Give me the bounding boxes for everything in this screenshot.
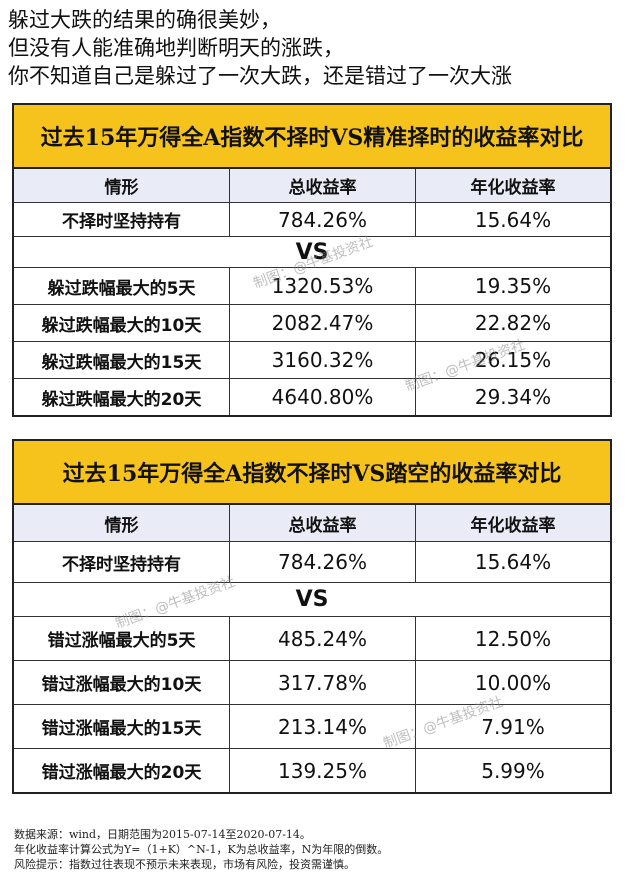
scenario-cell: 躲过跌幅最大的5天: [14, 268, 230, 304]
scenario-cell: 错过涨幅最大的5天: [14, 617, 230, 660]
vs-label: VS: [295, 587, 329, 612]
scenario-cell: 不择时坚持持有: [14, 542, 230, 582]
total-return-cell: 213.14%: [230, 705, 416, 748]
annual-return-cell: 15.64%: [474, 550, 552, 574]
table-header-row: 情形 总收益率 年化收益率: [14, 169, 610, 203]
annual-return-cell: 19.35%: [474, 274, 552, 298]
intro-text: 躲过大跌的结果的确很美妙， 但没有人能准确地判断明天的涨跌， 你不知道自己是躲过…: [8, 6, 638, 90]
timing-comparison-table: 过去15年万得全A指数不择时VS精准择时的收益率对比 情形 总收益率 年化收益率…: [12, 103, 612, 417]
annual-return-cell: 7.91%: [481, 714, 545, 739]
table-header-row: 情形 总收益率 年化收益率: [14, 505, 610, 542]
scenario-cell: 错过涨幅最大的20天: [14, 749, 230, 792]
total-return-cell: 784.26%: [230, 203, 416, 236]
vs-label: VS: [295, 239, 329, 265]
table-title: 过去15年万得全A指数不择时VS精准择时的收益率对比: [14, 105, 610, 169]
intro-line: 躲过大跌的结果的确很美妙，: [8, 8, 281, 32]
table-row: 躲过跌幅最大的10天 2082.47% 22.82%: [14, 305, 610, 342]
header-scenario: 情形: [14, 169, 230, 202]
annual-return-cell: 12.50%: [474, 626, 552, 651]
scenario-cell: 错过涨幅最大的15天: [14, 705, 230, 748]
header-total-return: 总收益率: [230, 505, 416, 541]
total-return-cell: 485.24%: [230, 617, 416, 660]
vs-row: VS: [14, 237, 610, 268]
total-return-cell: 1320.53%: [230, 268, 416, 304]
annual-return-cell: 26.15%: [474, 348, 552, 372]
intro-line: 你不知道自己是躲过了一次大跌，还是错过了一次大涨: [8, 64, 512, 88]
table-row: 躲过跌幅最大的20天 4640.80% 29.34%: [14, 379, 610, 415]
total-return-cell: 139.25%: [230, 749, 416, 792]
note-formula: 年化收益率计算公式为Y=（1+K）^N-1，K为总收益率，N为年限的倒数。: [14, 843, 389, 856]
vs-row: VS: [14, 583, 610, 617]
total-return-cell: 3160.32%: [230, 342, 416, 378]
table-row: 不择时坚持持有 784.26% 15.64%: [14, 203, 610, 237]
total-return-cell: 4640.80%: [230, 379, 416, 415]
table-row: 错过涨幅最大的15天 213.14% 7.91%: [14, 705, 610, 749]
header-annual-return: 年化收益率: [416, 169, 610, 202]
note-risk-warning: 风险提示：指数过往表现不预示未来表现，市场有风险，投资需谨慎。: [14, 858, 355, 871]
annual-return-cell: 5.99%: [481, 758, 545, 783]
footnotes: 数据来源：wind，日期范围为2015-07-14至2020-07-14。 年化…: [14, 827, 634, 872]
table-row: 错过涨幅最大的5天 485.24% 12.50%: [14, 617, 610, 661]
header-total-return: 总收益率: [230, 169, 416, 202]
table-row: 躲过跌幅最大的5天 1320.53% 19.35%: [14, 268, 610, 305]
table-title: 过去15年万得全A指数不择时VS踏空的收益率对比: [14, 441, 610, 505]
table-row: 躲过跌幅最大的15天 3160.32% 26.15%: [14, 342, 610, 379]
table-row: 错过涨幅最大的20天 139.25% 5.99%: [14, 749, 610, 792]
scenario-cell: 躲过跌幅最大的10天: [14, 305, 230, 341]
scenario-cell: 错过涨幅最大的10天: [14, 661, 230, 704]
intro-line: 但没有人能准确地判断明天的涨跌，: [8, 36, 344, 60]
header-scenario: 情形: [14, 505, 230, 541]
table-row: 错过涨幅最大的10天 317.78% 10.00%: [14, 661, 610, 705]
scenario-cell: 躲过跌幅最大的20天: [14, 379, 230, 415]
note-data-source: 数据来源：wind，日期范围为2015-07-14至2020-07-14。: [14, 828, 311, 841]
table-row: 不择时坚持持有 784.26% 15.64%: [14, 542, 610, 583]
annual-return-cell: 29.34%: [474, 385, 552, 409]
annual-return-cell: 10.00%: [474, 670, 552, 695]
scenario-cell: 不择时坚持持有: [14, 203, 230, 236]
annual-return-cell: 22.82%: [474, 311, 552, 335]
missed-rally-comparison-table: 过去15年万得全A指数不择时VS踏空的收益率对比 情形 总收益率 年化收益率 不…: [12, 439, 612, 794]
header-annual-return: 年化收益率: [416, 505, 610, 541]
annual-return-cell: 15.64%: [474, 207, 552, 232]
total-return-cell: 317.78%: [230, 661, 416, 704]
total-return-cell: 784.26%: [230, 542, 416, 582]
scenario-cell: 躲过跌幅最大的15天: [14, 342, 230, 378]
total-return-cell: 2082.47%: [230, 305, 416, 341]
